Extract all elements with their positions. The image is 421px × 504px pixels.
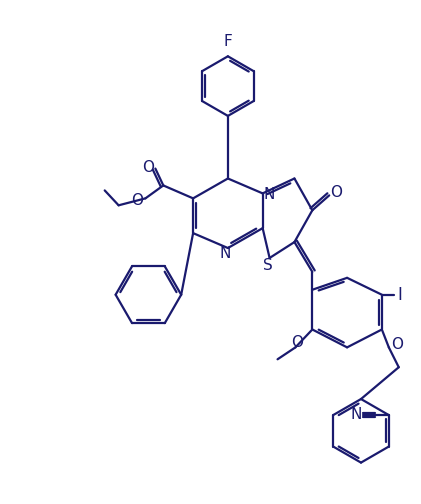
- Text: O: O: [391, 337, 403, 352]
- Text: F: F: [224, 34, 232, 49]
- Text: I: I: [397, 286, 402, 304]
- Text: O: O: [330, 185, 342, 200]
- Text: N: N: [219, 246, 231, 262]
- Text: N: N: [264, 187, 275, 202]
- Text: O: O: [131, 193, 144, 208]
- Text: S: S: [263, 259, 272, 273]
- Text: O: O: [142, 160, 155, 175]
- Text: N: N: [350, 407, 362, 422]
- Text: O: O: [291, 335, 304, 350]
